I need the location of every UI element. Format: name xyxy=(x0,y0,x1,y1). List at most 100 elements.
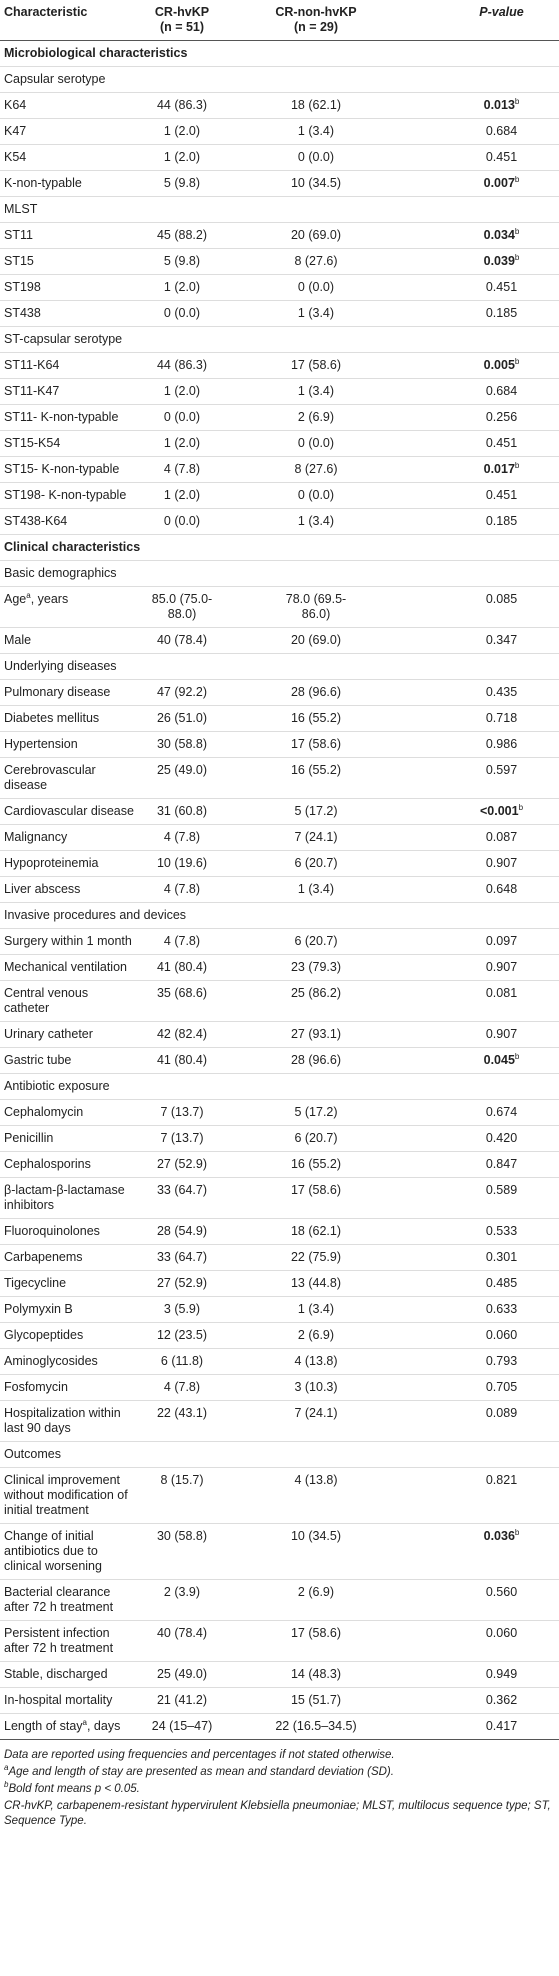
cell: 10 (34.5) xyxy=(224,1523,408,1580)
cell: 4 (13.8) xyxy=(224,1348,408,1375)
label-text: ST-capsular serotype xyxy=(4,332,123,346)
label-text: Tigecycline xyxy=(4,1276,67,1290)
header-name: CR-non-hvKP xyxy=(275,5,357,19)
row-label: Hypoproteinemia xyxy=(0,850,140,877)
label-text: MLST xyxy=(4,202,38,216)
p-cell: 0.684 xyxy=(408,378,559,405)
p-value: 0.597 xyxy=(485,763,518,777)
label-text: In-hospital mortality xyxy=(4,1693,113,1707)
p-value: 0.185 xyxy=(485,514,518,528)
p-value: 0.633 xyxy=(485,1302,518,1316)
cell: 18 (62.1) xyxy=(224,1218,408,1245)
row-label: Outcomes xyxy=(0,1441,559,1468)
cell: 1 (2.0) xyxy=(140,118,224,145)
p-value: 0.907 xyxy=(485,856,518,870)
table-row: Glycopeptides 12 (23.5) 2 (6.9) 0.060 xyxy=(0,1322,559,1349)
p-cell: 0.907 xyxy=(408,954,559,981)
table-row: ST198 1 (2.0) 0 (0.0) 0.451 xyxy=(0,274,559,301)
label-text: Antibiotic exposure xyxy=(4,1079,110,1093)
cell: 4 (7.8) xyxy=(140,456,224,483)
p-value: 0.705 xyxy=(485,1380,518,1394)
row-label: Length of staya, days xyxy=(0,1713,140,1740)
cell: 16 (55.2) xyxy=(224,705,408,732)
footnote-text: Data are reported using frequencies and … xyxy=(4,1749,395,1761)
label-text: Hospitalization within last 90 days xyxy=(4,1406,121,1435)
cell: 4 (7.8) xyxy=(140,824,224,851)
p-value: 0.674 xyxy=(485,1105,518,1119)
cell: 12 (23.5) xyxy=(140,1322,224,1349)
label-text: Invasive procedures and devices xyxy=(4,908,187,922)
row-label: Fluoroquinolones xyxy=(0,1218,140,1245)
table-row: Polymyxin B 3 (5.9) 1 (3.4) 0.633 xyxy=(0,1296,559,1323)
cell: 4 (13.8) xyxy=(224,1467,408,1524)
cell: 22 (43.1) xyxy=(140,1400,224,1442)
label-text: ST15- K-non-typable xyxy=(4,462,120,476)
table-row: Mechanical ventilation 41 (80.4) 23 (79.3)… xyxy=(0,954,559,981)
row-label: ST198 xyxy=(0,274,140,301)
row-label: Bacterial clearance after 72 h treatment xyxy=(0,1579,140,1621)
row-label: Diabetes mellitus xyxy=(0,705,140,732)
row-label: ST438-K64 xyxy=(0,508,140,535)
p-value: 0.648 xyxy=(485,882,518,896)
table-row: Tigecycline 27 (52.9) 13 (44.8) 0.485 xyxy=(0,1270,559,1297)
p-cell: 0.081 xyxy=(408,980,559,1022)
table-row: Urinary catheter 42 (82.4) 27 (93.1) 0.907 xyxy=(0,1021,559,1048)
p-sup: b xyxy=(514,174,520,184)
p-value: 0.034 xyxy=(483,228,515,242)
row-label: ST11- K-non-typable xyxy=(0,404,140,431)
table-row: ST11 45 (88.2) 20 (69.0) 0.034b xyxy=(0,222,559,249)
table-row: Aminoglycosides 6 (11.8) 4 (13.8) 0.793 xyxy=(0,1348,559,1375)
row-label: ST11-K64 xyxy=(0,352,140,379)
label-text: Change of initial antibiotics due to cli… xyxy=(4,1529,102,1573)
row-label: Pulmonary disease xyxy=(0,679,140,706)
cell: 8 (15.7) xyxy=(140,1467,224,1524)
cell: 1 (3.4) xyxy=(224,508,408,535)
p-sup: b xyxy=(514,226,520,236)
p-cell: 0.085 xyxy=(408,586,559,628)
footnote: aAge and length of stay are presented as… xyxy=(4,1764,555,1780)
row-label: Clinical characteristics xyxy=(0,534,559,561)
cell: 8 (27.6) xyxy=(224,248,408,275)
cell: 27 (93.1) xyxy=(224,1021,408,1048)
row-label: Persistent infection after 72 h treatmen… xyxy=(0,1620,140,1662)
p-value: 0.185 xyxy=(485,306,518,320)
p-cell: 0.986 xyxy=(408,731,559,758)
row-label: β-lactam-β-lactamase inhibitors xyxy=(0,1177,140,1219)
label-text: Clinical characteristics xyxy=(4,540,141,554)
cell: 41 (80.4) xyxy=(140,1047,224,1074)
p-cell: 0.451 xyxy=(408,482,559,509)
row-label: Gastric tube xyxy=(0,1047,140,1074)
label-text: Capsular serotype xyxy=(4,72,106,86)
label-text: ST438 xyxy=(4,306,41,320)
cell: 0 (0.0) xyxy=(140,508,224,535)
p-cell: 0.793 xyxy=(408,1348,559,1375)
p-cell: 0.017b xyxy=(408,456,559,483)
table-row: K-non-typable 5 (9.8) 10 (34.5) 0.007b xyxy=(0,170,559,197)
table-row: ST11-K47 1 (2.0) 1 (3.4) 0.684 xyxy=(0,378,559,405)
row-label: Glycopeptides xyxy=(0,1322,140,1349)
p-value: 0.684 xyxy=(485,384,518,398)
row-label: K54 xyxy=(0,144,140,171)
cell: 6 (20.7) xyxy=(224,1125,408,1152)
p-value: 0.451 xyxy=(485,280,518,294)
cell: 4 (7.8) xyxy=(140,1374,224,1401)
label-text: Diabetes mellitus xyxy=(4,711,100,725)
footnote: bBold font means p < 0.05. xyxy=(4,1781,555,1797)
p-value: 0.017 xyxy=(483,462,515,476)
cell: 45 (88.2) xyxy=(140,222,224,249)
label-text: Hypertension xyxy=(4,737,78,751)
table-row: ST11- K-non-typable 0 (0.0) 2 (6.9) 0.256 xyxy=(0,404,559,431)
cell: 33 (64.7) xyxy=(140,1244,224,1271)
table-body: Microbiological characteristics Capsular … xyxy=(0,40,559,1740)
cell: 1 (2.0) xyxy=(140,430,224,457)
table-row: Length of staya, days 24 (15–47) 22 (16.5–… xyxy=(0,1713,559,1740)
cell: 85.0 (75.0-88.0) xyxy=(140,586,224,628)
label-text: ST198- K-non-typable xyxy=(4,488,127,502)
cell: 2 (6.9) xyxy=(224,1322,408,1349)
table-row: Cephalomycin 7 (13.7) 5 (17.2) 0.674 xyxy=(0,1099,559,1126)
footnote: CR-hvKP, carbapenem-resistant hypervirul… xyxy=(4,1799,555,1829)
row-label: Hypertension xyxy=(0,731,140,758)
p-value: 0.045 xyxy=(483,1053,515,1067)
table-row: Clinical characteristics xyxy=(0,534,559,561)
label-text: Cephalosporins xyxy=(4,1157,91,1171)
